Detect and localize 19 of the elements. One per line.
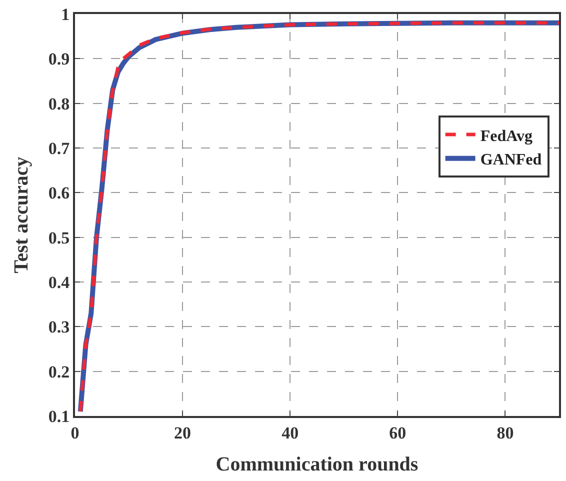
x-axis-title: Communication rounds — [216, 453, 418, 476]
y-tick-label: 0.1 — [48, 406, 70, 426]
x-tick-label: 80 — [496, 423, 514, 442]
y-tick-label: 1 — [61, 4, 70, 24]
y-tick-label: 0.8 — [48, 94, 70, 114]
y-tick-label: 0.5 — [48, 228, 70, 248]
y-tick-label: 0.9 — [48, 50, 70, 69]
x-tick-label: 40 — [282, 423, 299, 442]
x-tick-label: 60 — [389, 423, 406, 442]
y-tick-label: 0.7 — [48, 138, 70, 158]
legend-label: GANFed — [480, 152, 542, 169]
x-tick-label: 0 — [70, 423, 80, 442]
legend-label: FedAvg — [480, 128, 532, 145]
y-tick-label: 0.2 — [48, 362, 70, 382]
x-tick-label: 20 — [174, 423, 192, 442]
y-tick-label: 0.6 — [48, 184, 70, 203]
y-tick-label: 0.3 — [48, 318, 70, 337]
y-axis-title: Test accuracy — [10, 156, 32, 274]
y-tick-label: 0.4 — [48, 272, 70, 292]
